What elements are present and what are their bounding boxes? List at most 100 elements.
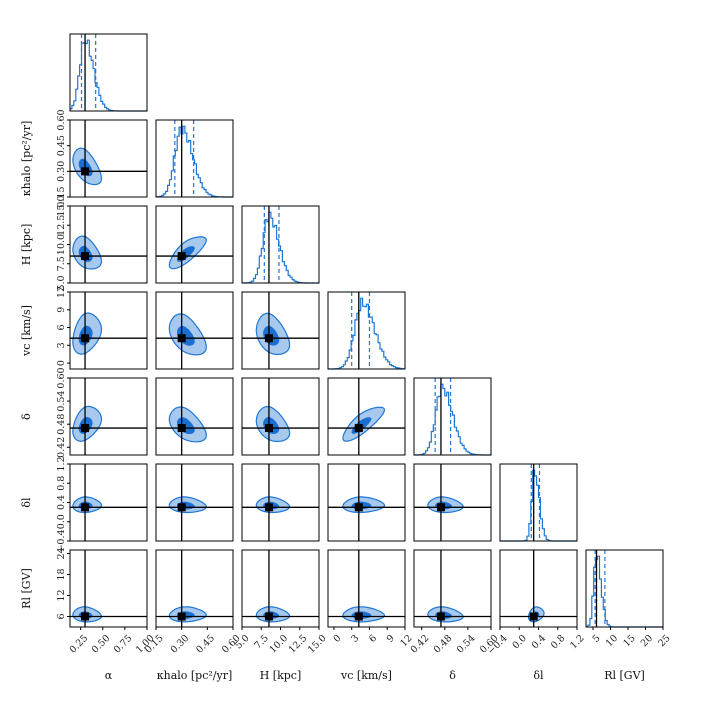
panel-frame (413, 463, 492, 542)
panel-kappa-vs-vc (155, 291, 234, 370)
truth-point-delta-R_l (436, 612, 445, 621)
panel-frame (155, 291, 234, 370)
panel-frame (155, 119, 234, 198)
panel-frame (327, 291, 406, 370)
y-axis-label-vc: vc [km/s] (20, 305, 33, 357)
histogram-H (242, 211, 319, 284)
panel-frame (155, 377, 234, 456)
y-tick-label-H: 12.5 (56, 215, 67, 236)
x-tick-label-delta_l: 0.0 (510, 633, 528, 651)
panel-vc-vs-delta (327, 377, 406, 456)
x-tick-label-H: 12.5 (287, 633, 310, 656)
panel-delta-vs-R_l: 0.42 0.48 0.54 0.60δ (409, 549, 501, 682)
x-tick-label-alpha: 0.25 (68, 633, 91, 656)
panel-frame (69, 33, 148, 112)
panel-frame (155, 463, 234, 542)
panel-kappa-vs-H (155, 205, 234, 284)
y-tick-label-delta_l: 1.2 (56, 456, 67, 471)
x-tick-label-vc: 3 (349, 633, 361, 645)
panel-frame (327, 463, 406, 542)
x-axis-label-vc: vc [km/s] (340, 669, 392, 682)
panel-frame (241, 291, 320, 370)
truth-point-vc-delta (354, 424, 363, 433)
x-tick-label-delta_l: 1.2 (568, 633, 586, 651)
x-tick-label-delta: 0.42 (409, 633, 432, 656)
truth-point-alpha-R_l (81, 612, 90, 621)
y-tick-label-vc: 3 (56, 342, 67, 348)
panel-kappa-hist (155, 119, 234, 198)
truth-point-kappa-H (177, 252, 186, 261)
panel-frame (155, 205, 234, 284)
x-tick-label-R_l: 20 (639, 633, 655, 649)
panel-alpha-vs-delta_l: −0.40.0 0.4 0.8 1.2 δl (20, 456, 148, 553)
panel-frame (413, 549, 492, 628)
histogram-kappa (155, 125, 233, 198)
x-tick-label-kappa: 0.30 (169, 633, 192, 656)
panel-frame (69, 377, 148, 456)
truth-point-H-delta (264, 424, 273, 433)
y-tick-label-R_l: 12 (56, 589, 67, 601)
y-tick-label-delta_l: 0.4 (56, 495, 67, 510)
y-tick-label-kappa: 0.60 (56, 109, 67, 130)
truth-point-delta_l-R_l (529, 612, 538, 621)
truth-point-H-delta_l (264, 503, 273, 512)
y-tick-label-vc: 6 (56, 325, 67, 331)
truth-point-alpha-delta (81, 424, 90, 433)
x-axis-label-kappa: κhalo [pc²/yr] (157, 669, 233, 682)
y-tick-label-H: 10.0 (56, 234, 67, 255)
y-tick-label-vc: 0 (56, 360, 67, 366)
x-tick-label-R_l: 15 (621, 633, 637, 649)
y-axis-label-H: H [kpc] (20, 224, 33, 266)
panel-frame (327, 549, 406, 628)
x-tick-label-alpha: 0.50 (90, 633, 113, 656)
x-tick-label-H: 10.0 (267, 633, 290, 656)
y-axis-label-R_l: Rl [GV] (20, 568, 33, 609)
y-tick-label-delta: 0.48 (56, 414, 67, 435)
x-axis-label-delta: δ (449, 669, 456, 682)
truth-point-kappa-delta (177, 424, 186, 433)
panel-delta_l-vs-R_l: −0.4 0.0 0.4 0.8 1.2δl (486, 549, 587, 682)
x-tick-label-vc: 6 (367, 633, 379, 645)
histogram-delta_l (500, 469, 577, 542)
y-tick-label-delta: 0.54 (56, 391, 67, 412)
y-tick-label-H: 5.0 (56, 275, 67, 290)
panel-delta_l-hist (499, 463, 578, 542)
panel-frame (241, 205, 320, 284)
x-axis-label-alpha: α (105, 669, 113, 682)
x-tick-label-kappa: 0.45 (194, 633, 217, 656)
truth-point-alpha-vc (81, 334, 90, 343)
panel-alpha-hist (69, 33, 148, 112)
truth-point-vc-delta_l (354, 503, 363, 512)
panel-delta-hist (413, 377, 492, 456)
panel-alpha-vs-vc: 0 3 6 9 12 vc [km/s] (20, 286, 148, 370)
panel-alpha-vs-delta: 0.42 0.48 0.54 0.60 δ (20, 367, 148, 458)
truth-point-alpha-H (81, 252, 90, 261)
truth-point-kappa-vc (177, 334, 186, 343)
x-tick-label-H: 15.0 (306, 633, 329, 656)
y-axis-label-delta_l: δl (20, 497, 33, 508)
y-tick-label-kappa: 0.30 (56, 161, 67, 182)
y-tick-label-H: 15.0 (56, 195, 67, 216)
truth-point-H-vc (264, 334, 273, 343)
panel-frame (69, 549, 148, 628)
panel-kappa-vs-delta_l (155, 463, 234, 542)
histogram-R_l (585, 555, 663, 628)
y-tick-label-vc: 12 (56, 286, 67, 298)
panel-frame (69, 119, 148, 198)
y-tick-label-vc: 9 (56, 307, 67, 313)
y-tick-label-R_l: 18 (56, 568, 67, 580)
panel-alpha-vs-kappa: 0.15 0.30 0.45 0.60 κhalo [pc²/yr] (20, 109, 148, 208)
y-tick-label-R_l: 24 (56, 547, 67, 559)
x-tick-label-R_l: 25 (656, 633, 672, 649)
panel-H-vs-R_l: 5.0 7.510.012.515.0H [kpc] (233, 549, 329, 682)
x-axis-label-H: H [kpc] (260, 669, 302, 682)
truth-point-vc-R_l (354, 612, 363, 621)
panel-H-vs-delta_l (241, 463, 320, 542)
y-tick-label-delta: 0.60 (56, 367, 67, 388)
panel-delta-vs-delta_l (413, 463, 492, 542)
truth-point-kappa-delta_l (177, 503, 186, 512)
y-tick-label-delta_l: 0.0 (56, 514, 67, 529)
